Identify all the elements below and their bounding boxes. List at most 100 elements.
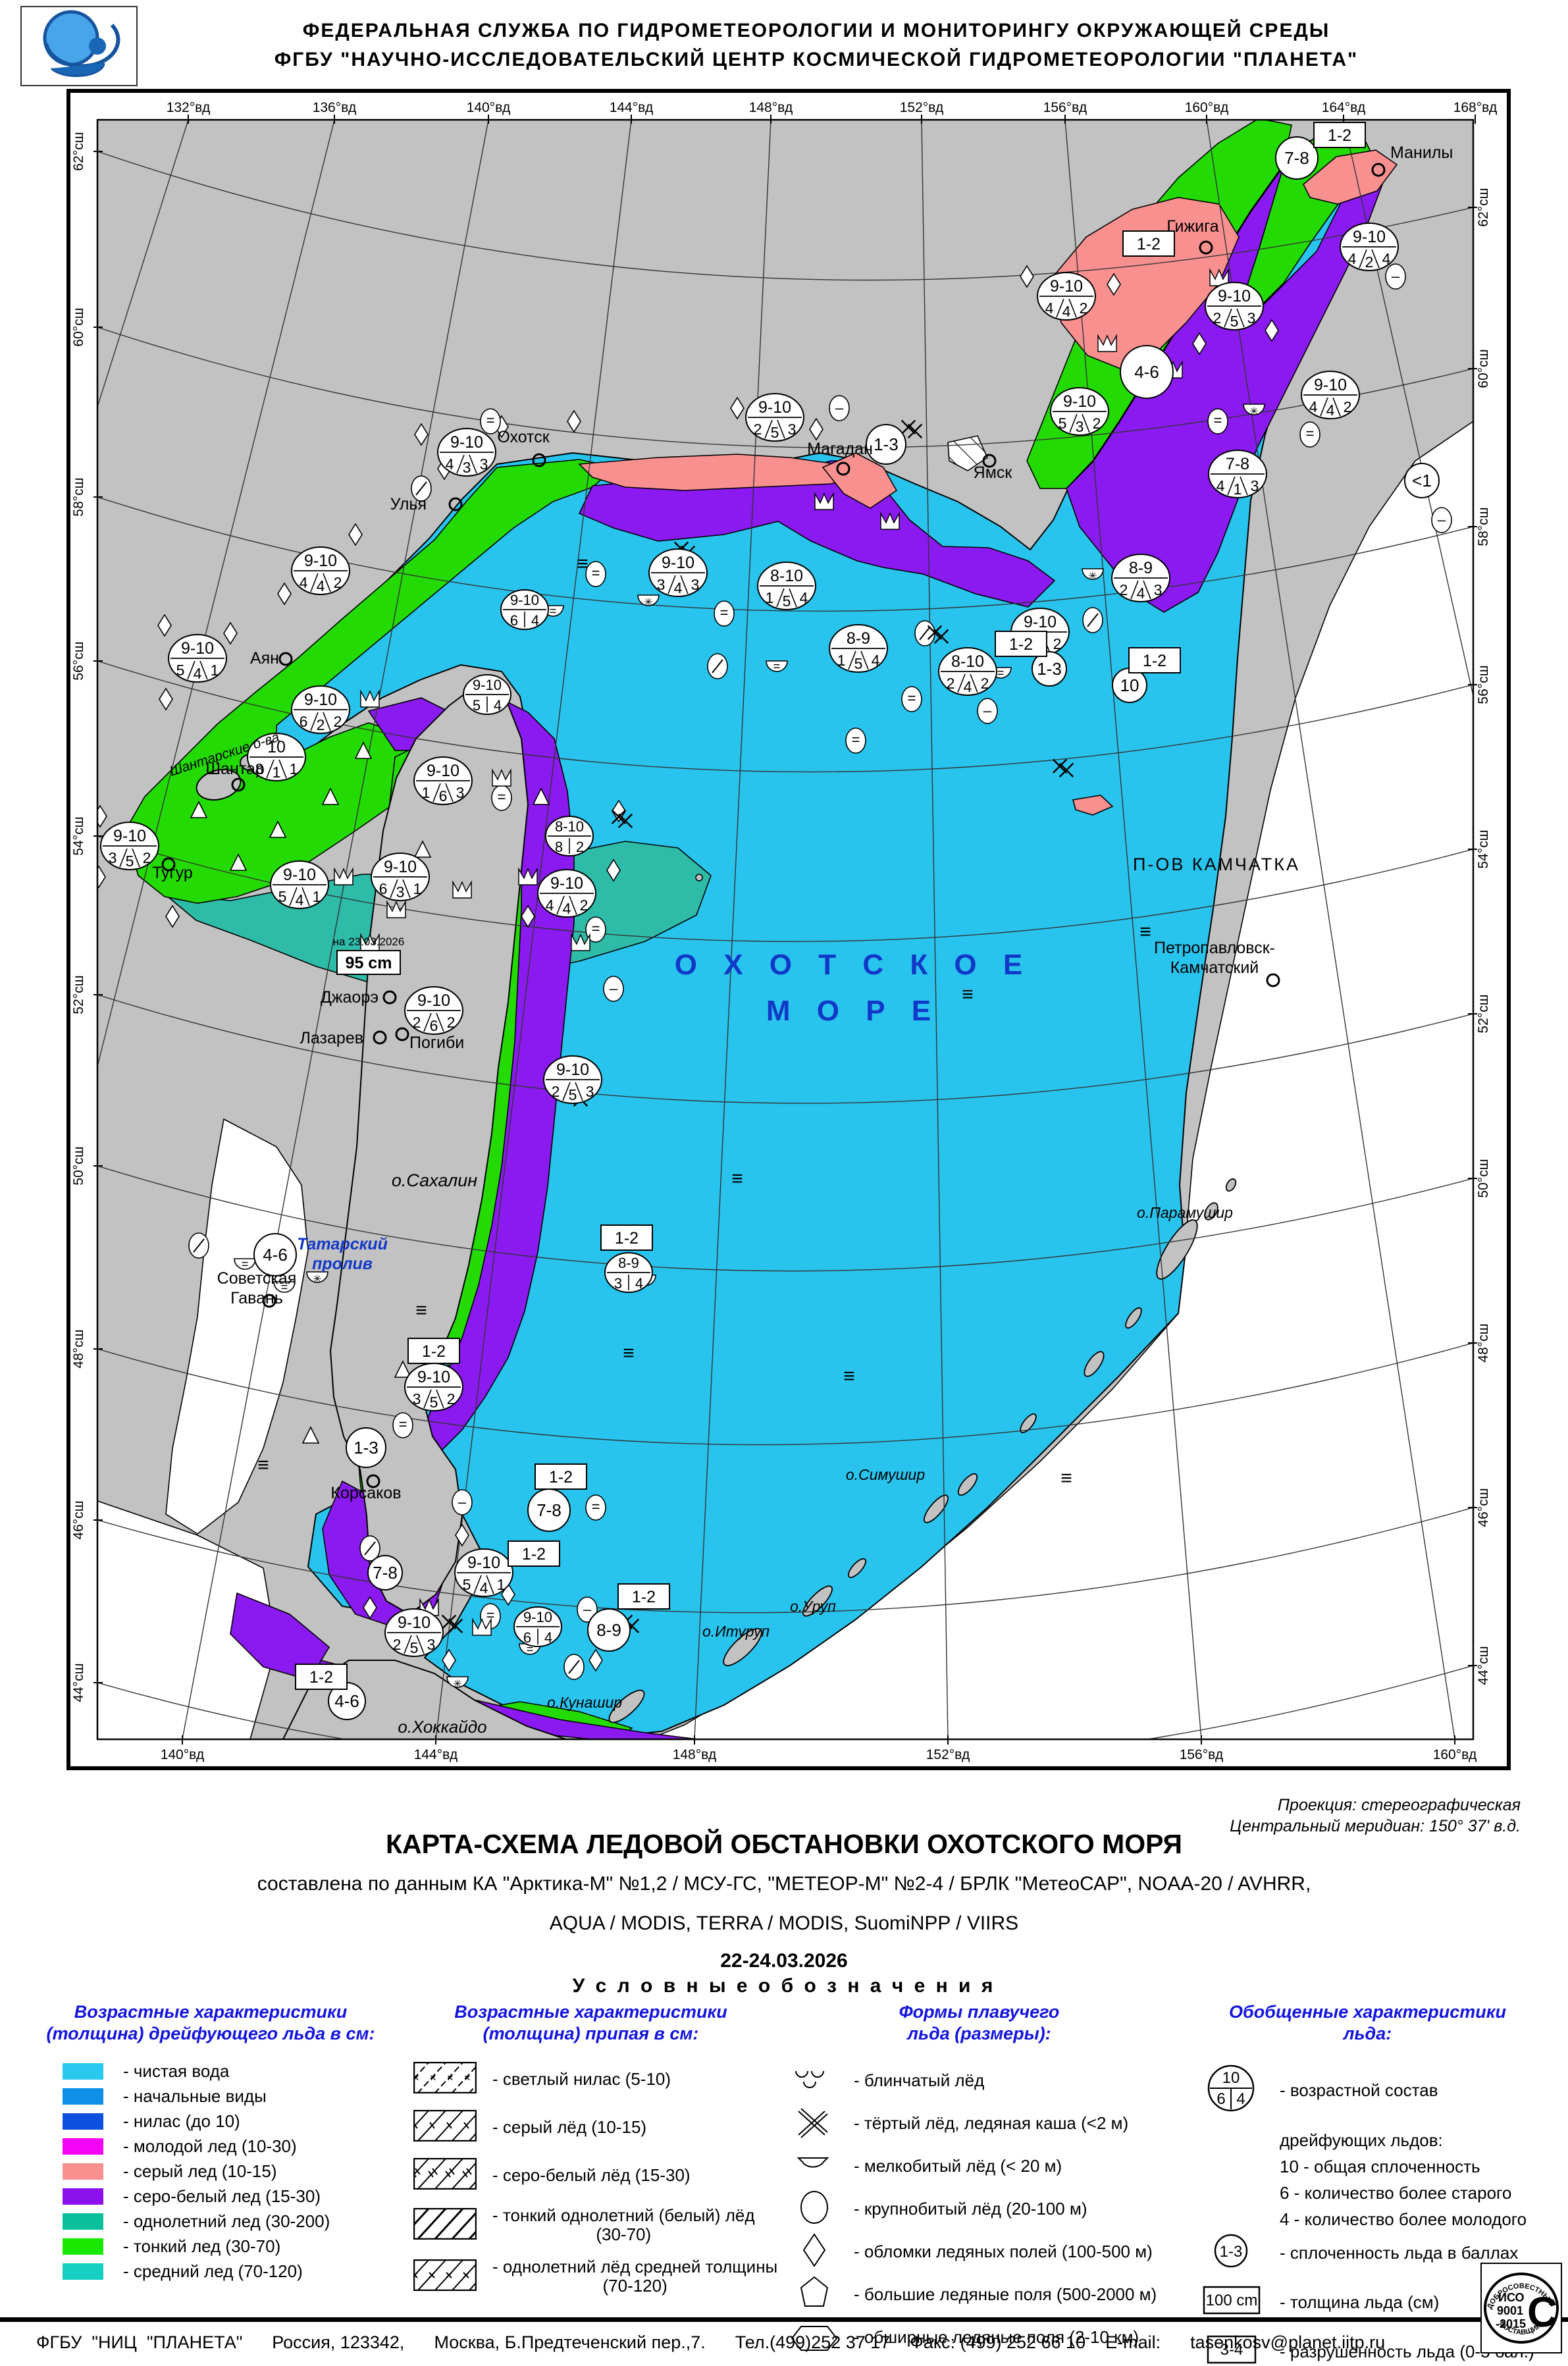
svg-text:4: 4	[494, 697, 502, 714]
svg-text:С: С	[1527, 2288, 1557, 2336]
fastice-thickness-note: на 23.03.2026 95 cm	[333, 935, 404, 975]
svg-text:1: 1	[211, 662, 219, 679]
color-swatch	[63, 2263, 103, 2280]
svg-text:≡: ≡	[415, 1300, 427, 1321]
svg-text:1-2: 1-2	[522, 1545, 546, 1564]
svg-text:4-6: 4-6	[334, 1691, 359, 1711]
svg-text:1: 1	[422, 784, 431, 801]
svg-text:4: 4	[635, 1275, 643, 1292]
planeta-logo-icon	[20, 6, 138, 86]
legend-item: - обломки ледяных полей (100-500 м)	[787, 2233, 1172, 2271]
geo-label: о.Хоккайдо	[398, 1717, 486, 1737]
svg-text:=: =	[720, 604, 729, 621]
legend-item: - крупнобитый лёд (20-100 м)	[787, 2190, 1172, 2228]
city-dot	[532, 453, 546, 467]
legend-item: - тёртый лёд, ледяная каша (<2 м)	[787, 2105, 1172, 2142]
svg-text:4: 4	[1137, 585, 1145, 602]
svg-text:3: 3	[691, 576, 700, 593]
svg-text:60°сш: 60°сш	[71, 307, 86, 346]
svg-text:=: =	[773, 660, 781, 673]
svg-text:2: 2	[754, 421, 762, 438]
svg-text:–: –	[1392, 268, 1400, 284]
color-swatch	[63, 2063, 103, 2080]
svg-text:9-10: 9-10	[417, 991, 450, 1010]
svg-text:5: 5	[278, 888, 287, 905]
city-dot	[278, 652, 293, 666]
color-swatch	[63, 2088, 103, 2105]
svg-text:✕: ✕	[430, 2073, 437, 2083]
diamond-icon	[787, 2233, 842, 2271]
svg-text:=: =	[592, 920, 600, 937]
svg-text:56°сш: 56°сш	[1476, 665, 1491, 704]
svg-text:54°сш: 54°сш	[1476, 829, 1491, 868]
svg-text:3: 3	[614, 1275, 622, 1292]
svg-text:2: 2	[334, 574, 342, 591]
city-dot	[161, 857, 176, 872]
city-dot	[382, 990, 397, 1005]
svg-text:2: 2	[447, 1014, 456, 1031]
svg-text:1-2: 1-2	[1143, 652, 1166, 670]
svg-text:4: 4	[300, 574, 308, 591]
svg-text:9-10: 9-10	[427, 762, 459, 780]
thickness-box-symbol: 1-2	[1313, 122, 1366, 148]
city-dot	[373, 1030, 387, 1045]
ice-egg-symbol: 9-10 6 3 1	[371, 853, 430, 901]
svg-text:54°сш: 54°сш	[71, 816, 86, 855]
svg-text:9-10: 9-10	[181, 639, 214, 658]
ice-egg-symbol: 9-10 3 5 2	[404, 1363, 463, 1411]
svg-text:52°сш: 52°сш	[1476, 994, 1491, 1033]
svg-text:5: 5	[569, 1086, 577, 1103]
strait-label: пролив	[312, 1255, 373, 1273]
ice-egg-symbol: 9-10 5 3 2	[1050, 387, 1109, 436]
svg-text:2: 2	[413, 1014, 421, 1031]
svg-text:5: 5	[410, 1639, 419, 1656]
color-swatch	[63, 2188, 103, 2205]
svg-text:=: =	[997, 666, 1005, 679]
svg-text:144°вд: 144°вд	[610, 100, 654, 115]
svg-text:6: 6	[523, 1629, 531, 1646]
svg-text:✳: ✳	[1088, 571, 1097, 582]
legend-item: ✕✕✕✕✕- светлый нилас (5-10)	[400, 2061, 780, 2097]
svg-text:1-2: 1-2	[632, 1588, 656, 1606]
svg-text:=: =	[852, 731, 860, 748]
svg-text:=: =	[527, 1643, 534, 1656]
city-label: Корсаков	[330, 1484, 401, 1502]
svg-text:≡: ≡	[257, 1454, 269, 1476]
concentration-circle-symbol: 7-8	[1275, 136, 1319, 180]
legend-item: - обширные ледяные поля (2-10 км)	[787, 2319, 1172, 2356]
svg-text:3-4: 3-4	[1220, 2341, 1243, 2359]
city-label: Лазарев	[300, 1029, 363, 1047]
svg-text:9-10: 9-10	[304, 691, 337, 709]
ice-egg-symbol: 9-10 4 2 4	[1340, 223, 1399, 271]
svg-text:10: 10	[1222, 2069, 1240, 2087]
svg-text:8-9: 8-9	[618, 1255, 639, 1271]
org-name-line2: ФГБУ "НАУЧНО-ИССЛЕДОВАТЕЛЬСКИЙ ЦЕНТР КОС…	[274, 49, 1359, 70]
projection-note: Проекция: стереографическая	[1277, 1796, 1521, 1814]
city-label: Охотск	[497, 428, 550, 446]
ice-egg-symbol: 108 1 1	[247, 733, 306, 781]
legend-item: - серо-белый лед (15-30)	[26, 2187, 395, 2206]
svg-text:2: 2	[580, 897, 588, 914]
ice-egg-symbol: 9-10 2 5 3	[384, 1608, 444, 1657]
legend-item: - нилас (до 10)	[26, 2112, 395, 2131]
svg-text:9-10: 9-10	[467, 1554, 500, 1572]
svg-text:4: 4	[317, 577, 325, 594]
concentration-circle-symbol: 1-3	[1032, 651, 1067, 687]
city-label: Погиби	[409, 1034, 464, 1052]
svg-text:1-3: 1-3	[874, 434, 899, 454]
svg-text:1-2: 1-2	[422, 1342, 446, 1361]
legend-item: - большие ледяные поля (500-2000 м)	[787, 2276, 1172, 2313]
svg-text:✳: ✳	[1249, 406, 1258, 417]
svg-text:3: 3	[1154, 581, 1163, 598]
svg-text:1: 1	[766, 589, 774, 606]
source-line2: AQUA / MODIS, TERRA / MODIS, SuomiNPP / …	[549, 1912, 1019, 1934]
svg-text:48°сш: 48°сш	[71, 1329, 86, 1368]
svg-text:10: 10	[267, 738, 286, 756]
concentration-circle-symbol: 4-6	[1120, 345, 1174, 399]
svg-text:160°вд: 160°вд	[1185, 100, 1229, 115]
svg-text:50°сш: 50°сш	[71, 1146, 86, 1185]
svg-text:9-10: 9-10	[550, 874, 583, 893]
